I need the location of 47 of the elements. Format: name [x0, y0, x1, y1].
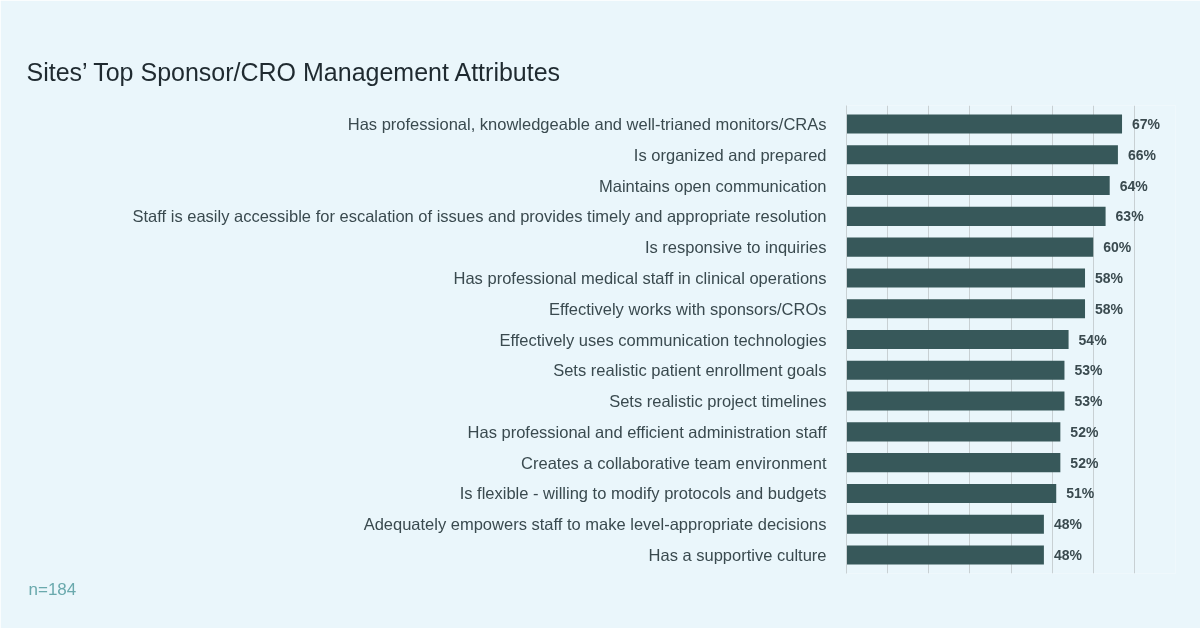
bar: [846, 206, 1106, 226]
y-tick-label: Has professional and efficient administration staff: [467, 422, 827, 441]
data-label: 51%: [1066, 485, 1095, 502]
data-label: 58%: [1095, 300, 1124, 317]
bar: [846, 114, 1123, 134]
data-label: 48%: [1053, 516, 1083, 533]
y-tick-label: Is flexible - willing to modify protocols and budgets: [459, 484, 827, 503]
bar: [846, 237, 1094, 257]
bar: [846, 145, 1118, 165]
data-label: 60%: [1103, 239, 1132, 256]
y-tick-label: Staff is easily accessible for escalation of issues and provides timely and appropriate resolution: [132, 207, 827, 226]
bar: [846, 483, 1057, 503]
data-label: 53%: [1074, 393, 1104, 410]
data-label: 48%: [1053, 547, 1083, 564]
y-tick-label: Is organized and prepared: [633, 145, 827, 164]
y-tick-label: Sets realistic project timelines: [609, 392, 827, 411]
bar: [846, 299, 1086, 319]
bar: [846, 360, 1065, 380]
bar: [846, 268, 1086, 288]
data-label: 64%: [1119, 177, 1149, 194]
text: Sites’ Top Sponsor/CRO Management Attributes: [26, 57, 561, 86]
data-label: 52%: [1070, 423, 1099, 440]
data-label: 67%: [1132, 115, 1161, 132]
y-tick-label: Has a supportive culture: [648, 546, 827, 565]
text: n=184: [28, 579, 77, 599]
bar: [846, 545, 1044, 565]
bar: [846, 514, 1044, 534]
y-tick-label: Maintains open communication: [599, 176, 827, 195]
y-tick-label: Has professional, knowledgeable and well-trianed monitors/CRAs: [347, 114, 827, 133]
data-label: 53%: [1074, 362, 1104, 379]
bar: [846, 422, 1061, 442]
y-tick-label: Adequately empowers staff to make level-appropriate decisions: [363, 515, 827, 534]
y-tick-label: Sets realistic patient enrollment goals: [553, 361, 827, 380]
data-label: 58%: [1095, 269, 1124, 286]
y-tick-label: Effectively uses communication technologies: [499, 330, 827, 349]
bar: [846, 453, 1061, 473]
data-label: 66%: [1127, 146, 1157, 163]
y-tick-label: Effectively works with sponsors/CROs: [548, 299, 827, 318]
y-tick-label: Has professional medical staff in clinical operations: [453, 268, 827, 287]
data-label: 52%: [1070, 454, 1099, 471]
bar: [846, 391, 1065, 411]
data-label: 63%: [1115, 208, 1145, 225]
data-label: 54%: [1078, 331, 1108, 348]
bar: [846, 329, 1069, 350]
y-tick-label: Creates a collaborative team environment: [521, 453, 827, 472]
bar: [846, 176, 1110, 196]
y-tick-label: Is responsive to inquiries: [644, 238, 827, 257]
